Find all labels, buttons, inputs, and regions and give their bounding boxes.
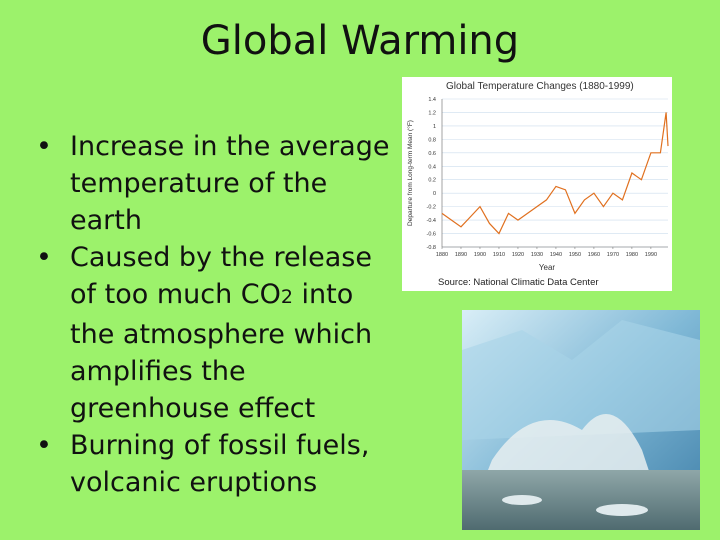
chart: Global Temperature Changes (1880-1999) D… bbox=[402, 77, 672, 291]
water bbox=[462, 470, 700, 530]
data-line bbox=[441, 112, 669, 235]
y-tick-label: 1.4 bbox=[428, 97, 436, 103]
splash bbox=[482, 414, 652, 485]
ice-floe bbox=[502, 495, 542, 505]
x-tick-label: 1880 bbox=[436, 252, 448, 258]
y-tick-label: 0.6 bbox=[428, 151, 436, 157]
x-tick-label: 1930 bbox=[531, 252, 543, 258]
bullet: Burning of fossil fuels, volcanic erupti… bbox=[32, 427, 392, 501]
y-tick-label: 1 bbox=[433, 124, 436, 130]
y-tick-label: -0.2 bbox=[427, 205, 436, 211]
bullet-text: Caused by the release of too much CO bbox=[70, 242, 372, 310]
chart-title: Global Temperature Changes (1880-1999) bbox=[446, 81, 634, 92]
y-tick-label: -0.6 bbox=[427, 232, 436, 238]
bullet: Caused by the release of too much CO2 in… bbox=[32, 239, 392, 427]
x-tick-label: 1920 bbox=[512, 252, 524, 258]
subscript: 2 bbox=[280, 286, 293, 308]
y-axis-label: Departure from Long-term Mean (°F) bbox=[406, 120, 414, 226]
x-tick-label: 1970 bbox=[607, 252, 619, 258]
source: Source: National Climatic Data Center bbox=[438, 277, 599, 288]
bullet-text: into the atmosphere which amplifies the … bbox=[70, 279, 373, 424]
y-tick-label: -0.4 bbox=[427, 218, 436, 224]
x-tick-label: 1990 bbox=[645, 252, 657, 258]
y-tick-label: 1.2 bbox=[428, 110, 436, 116]
bullet: Increase in the average temperature of t… bbox=[32, 128, 392, 239]
x-tick-label: 1940 bbox=[550, 252, 562, 258]
x-tick-label: 1890 bbox=[455, 252, 467, 258]
x-tick-label: 1950 bbox=[569, 252, 581, 258]
x-axis-label: Year bbox=[539, 263, 556, 272]
x-tick-label: 1900 bbox=[474, 252, 486, 258]
ice-face bbox=[462, 320, 700, 440]
bullet-list: Increase in the average temperature of t… bbox=[32, 128, 392, 501]
chart-background bbox=[402, 77, 672, 291]
slide-title: Global Warming bbox=[200, 18, 520, 64]
y-tick-label: 0.4 bbox=[428, 164, 436, 170]
x-tick-label: 1910 bbox=[493, 252, 505, 258]
y-tick-label: 0 bbox=[433, 191, 436, 197]
y-tick-label: 0.2 bbox=[428, 178, 436, 184]
x-tick-label: 1960 bbox=[588, 252, 600, 258]
y-tick-label: 0.8 bbox=[428, 137, 436, 143]
glacier-photo bbox=[462, 310, 700, 530]
x-tick-label: 1980 bbox=[626, 252, 638, 258]
ice-floe bbox=[596, 504, 648, 516]
y-tick-label: -0.8 bbox=[427, 245, 436, 251]
